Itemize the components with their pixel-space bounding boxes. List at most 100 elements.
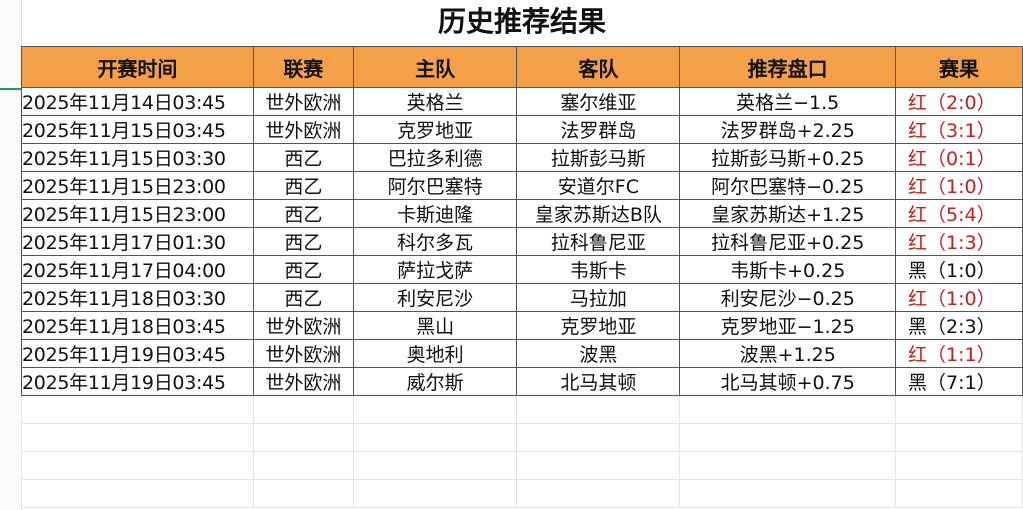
- cell-home[interactable]: 威尔斯: [352, 367, 518, 396]
- empty-cell[interactable]: [352, 479, 518, 508]
- empty-cell[interactable]: [21, 423, 254, 452]
- empty-cell[interactable]: [252, 479, 354, 508]
- header-handicap[interactable]: 推荐盘口: [679, 46, 897, 88]
- cell-home[interactable]: 黑山: [352, 311, 518, 340]
- cell-result[interactable]: 红（3:1）: [895, 115, 1023, 144]
- cell-result[interactable]: 红（5:4）: [895, 199, 1023, 228]
- empty-cell[interactable]: [252, 423, 354, 452]
- cell-away[interactable]: 波黑: [516, 339, 681, 368]
- empty-cell[interactable]: [679, 423, 897, 452]
- cell-away[interactable]: 法罗群岛: [516, 115, 681, 144]
- cell-league[interactable]: 西乙: [252, 255, 354, 284]
- cell-home[interactable]: 克罗地亚: [352, 115, 518, 144]
- cell-league[interactable]: 世外欧洲: [252, 367, 354, 396]
- header-result[interactable]: 赛果: [895, 46, 1023, 88]
- cell-away[interactable]: 马拉加: [516, 283, 681, 312]
- empty-cell[interactable]: [21, 395, 254, 424]
- cell-league[interactable]: 西乙: [252, 171, 354, 200]
- cell-home[interactable]: 科尔多瓦: [352, 227, 518, 256]
- cell-handicap[interactable]: 波黑+1.25: [679, 339, 897, 368]
- cell-time[interactable]: 2025年11月14日03:45: [21, 87, 254, 116]
- cell-away[interactable]: 北马其顿: [516, 367, 681, 396]
- cell-result[interactable]: 红（1:0）: [895, 171, 1023, 200]
- cell-league[interactable]: 西乙: [252, 227, 354, 256]
- cell-away[interactable]: 克罗地亚: [516, 311, 681, 340]
- cell-time[interactable]: 2025年11月19日03:45: [21, 367, 254, 396]
- empty-cell[interactable]: [516, 423, 681, 452]
- cell-home[interactable]: 利安尼沙: [352, 283, 518, 312]
- cell-home[interactable]: 巴拉多利德: [352, 143, 518, 172]
- cell-time[interactable]: 2025年11月15日03:45: [21, 115, 254, 144]
- cell-handicap[interactable]: 利安尼沙−0.25: [679, 283, 897, 312]
- cell-league[interactable]: 世外欧洲: [252, 311, 354, 340]
- empty-cell[interactable]: [895, 423, 1023, 452]
- cell-handicap[interactable]: 拉科鲁尼亚+0.25: [679, 227, 897, 256]
- cell-handicap[interactable]: 英格兰−1.5: [679, 87, 897, 116]
- cell-away[interactable]: 韦斯卡: [516, 255, 681, 284]
- empty-cell[interactable]: [252, 395, 354, 424]
- empty-cell[interactable]: [895, 395, 1023, 424]
- cell-league[interactable]: 西乙: [252, 143, 354, 172]
- row-header-gutter[interactable]: [0, 0, 22, 510]
- cell-time[interactable]: 2025年11月15日23:00: [21, 199, 254, 228]
- cell-handicap[interactable]: 阿尔巴塞特−0.25: [679, 171, 897, 200]
- empty-cell[interactable]: [252, 451, 354, 480]
- cell-result[interactable]: 红（1:0）: [895, 283, 1023, 312]
- empty-cell[interactable]: [352, 395, 518, 424]
- empty-cell[interactable]: [21, 451, 254, 480]
- selection-indicator: [0, 88, 21, 90]
- cell-result[interactable]: 红（0:1）: [895, 143, 1023, 172]
- cell-handicap[interactable]: 拉斯彭马斯+0.25: [679, 143, 897, 172]
- empty-cell[interactable]: [352, 451, 518, 480]
- cell-away[interactable]: 塞尔维亚: [516, 87, 681, 116]
- cell-home[interactable]: 萨拉戈萨: [352, 255, 518, 284]
- cell-home[interactable]: 奥地利: [352, 339, 518, 368]
- table-row: 2025年11月17日04:00 西乙 萨拉戈萨 韦斯卡 韦斯卡+0.25 黑（1:0）: [21, 255, 1023, 284]
- cell-time[interactable]: 2025年11月18日03:30: [21, 283, 254, 312]
- cell-handicap[interactable]: 皇家苏斯达+1.25: [679, 199, 897, 228]
- empty-cell[interactable]: [895, 479, 1023, 508]
- empty-cell[interactable]: [352, 423, 518, 452]
- cell-away[interactable]: 拉斯彭马斯: [516, 143, 681, 172]
- cell-league[interactable]: 西乙: [252, 199, 354, 228]
- cell-result[interactable]: 红（1:3）: [895, 227, 1023, 256]
- empty-cell[interactable]: [895, 451, 1023, 480]
- cell-result[interactable]: 黑（7:1）: [895, 367, 1023, 396]
- cell-home[interactable]: 阿尔巴塞特: [352, 171, 518, 200]
- empty-cell[interactable]: [516, 451, 681, 480]
- header-home[interactable]: 主队: [352, 46, 518, 88]
- cell-league[interactable]: 西乙: [252, 283, 354, 312]
- cell-result[interactable]: 红（2:0）: [895, 87, 1023, 116]
- results-table: 开赛时间 联赛 主队 客队 推荐盘口 赛果 2025年11月14日03:45 世外…: [21, 46, 1023, 508]
- cell-home[interactable]: 卡斯迪隆: [352, 199, 518, 228]
- cell-away[interactable]: 皇家苏斯达B队: [516, 199, 681, 228]
- cell-result[interactable]: 黑（2:3）: [895, 311, 1023, 340]
- cell-result[interactable]: 红（1:1）: [895, 339, 1023, 368]
- empty-cell[interactable]: [21, 479, 254, 508]
- cell-time[interactable]: 2025年11月18日03:45: [21, 311, 254, 340]
- cell-time[interactable]: 2025年11月17日01:30: [21, 227, 254, 256]
- cell-league[interactable]: 世外欧洲: [252, 339, 354, 368]
- header-away[interactable]: 客队: [516, 46, 681, 88]
- cell-handicap[interactable]: 克罗地亚−1.25: [679, 311, 897, 340]
- cell-time[interactable]: 2025年11月17日04:00: [21, 255, 254, 284]
- cell-time[interactable]: 2025年11月19日03:45: [21, 339, 254, 368]
- cell-league[interactable]: 世外欧洲: [252, 115, 354, 144]
- cell-home[interactable]: 英格兰: [352, 87, 518, 116]
- cell-handicap[interactable]: 法罗群岛+2.25: [679, 115, 897, 144]
- header-league[interactable]: 联赛: [252, 46, 354, 88]
- empty-cell[interactable]: [679, 395, 897, 424]
- cell-result[interactable]: 黑（1:0）: [895, 255, 1023, 284]
- cell-away[interactable]: 拉科鲁尼亚: [516, 227, 681, 256]
- cell-handicap[interactable]: 韦斯卡+0.25: [679, 255, 897, 284]
- header-time[interactable]: 开赛时间: [21, 46, 254, 88]
- cell-time[interactable]: 2025年11月15日23:00: [21, 171, 254, 200]
- empty-cell[interactable]: [679, 479, 897, 508]
- cell-away[interactable]: 安道尔FC: [516, 171, 681, 200]
- empty-cell[interactable]: [516, 479, 681, 508]
- cell-league[interactable]: 世外欧洲: [252, 87, 354, 116]
- cell-handicap[interactable]: 北马其顿+0.75: [679, 367, 897, 396]
- empty-cell[interactable]: [679, 451, 897, 480]
- cell-time[interactable]: 2025年11月15日03:30: [21, 143, 254, 172]
- empty-cell[interactable]: [516, 395, 681, 424]
